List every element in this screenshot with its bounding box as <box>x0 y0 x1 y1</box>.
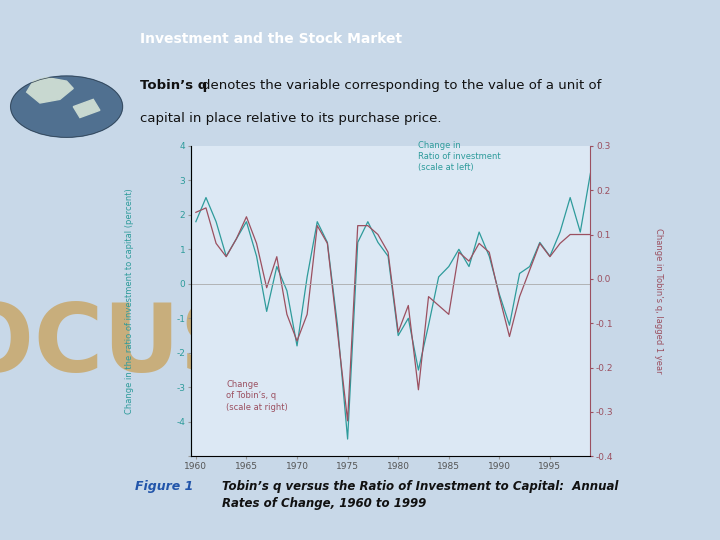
Text: capital in place relative to its purchase price.: capital in place relative to its purchas… <box>140 112 442 125</box>
Text: FOCUS: FOCUS <box>0 300 248 392</box>
Text: denotes the variable corresponding to the value of a unit of: denotes the variable corresponding to th… <box>202 79 601 92</box>
Text: Change in the ratio of investment to capital (percent): Change in the ratio of investment to cap… <box>125 188 134 414</box>
Text: Tobin’s q versus the Ratio of Investment to Capital:  Annual
Rates of Change, 19: Tobin’s q versus the Ratio of Investment… <box>222 480 618 510</box>
Text: Figure 1: Figure 1 <box>135 480 193 492</box>
Text: Tobin’s q: Tobin’s q <box>140 79 207 92</box>
Circle shape <box>11 76 122 137</box>
Polygon shape <box>27 77 73 103</box>
Text: Change
of Tobin’s, q
(scale at right): Change of Tobin’s, q (scale at right) <box>226 380 288 411</box>
Text: Change in
Ratio of investment
(scale at left): Change in Ratio of investment (scale at … <box>418 141 501 172</box>
Polygon shape <box>73 99 100 118</box>
Text: Change in Tobin’s q, lagged 1 year: Change in Tobin’s q, lagged 1 year <box>654 228 663 374</box>
Text: Investment and the Stock Market: Investment and the Stock Market <box>140 32 402 46</box>
